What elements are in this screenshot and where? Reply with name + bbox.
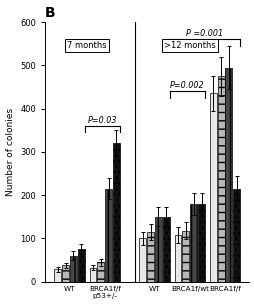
Bar <box>182 231 188 282</box>
Text: P=0.002: P=0.002 <box>169 81 204 90</box>
Bar <box>162 217 169 282</box>
Bar <box>232 188 239 282</box>
Bar <box>189 204 196 282</box>
Bar <box>105 188 112 282</box>
Bar <box>154 217 161 282</box>
Bar <box>70 256 76 282</box>
Text: >12 months: >12 months <box>163 41 215 50</box>
Bar <box>113 143 119 282</box>
Y-axis label: Number of colonies: Number of colonies <box>6 108 14 196</box>
Bar <box>77 249 84 282</box>
Bar <box>209 93 216 282</box>
Text: 7 months: 7 months <box>67 41 106 50</box>
Text: P =0.001: P =0.001 <box>186 29 223 38</box>
Bar <box>89 268 96 282</box>
Bar <box>147 232 153 282</box>
Bar <box>97 262 104 282</box>
Bar <box>217 76 224 282</box>
Bar <box>139 238 146 282</box>
Bar <box>54 270 61 282</box>
Bar <box>174 235 181 282</box>
Text: P=0.03: P=0.03 <box>87 116 117 125</box>
Text: B: B <box>45 5 55 20</box>
Bar <box>197 204 204 282</box>
Bar <box>62 265 69 282</box>
Bar <box>225 67 231 282</box>
